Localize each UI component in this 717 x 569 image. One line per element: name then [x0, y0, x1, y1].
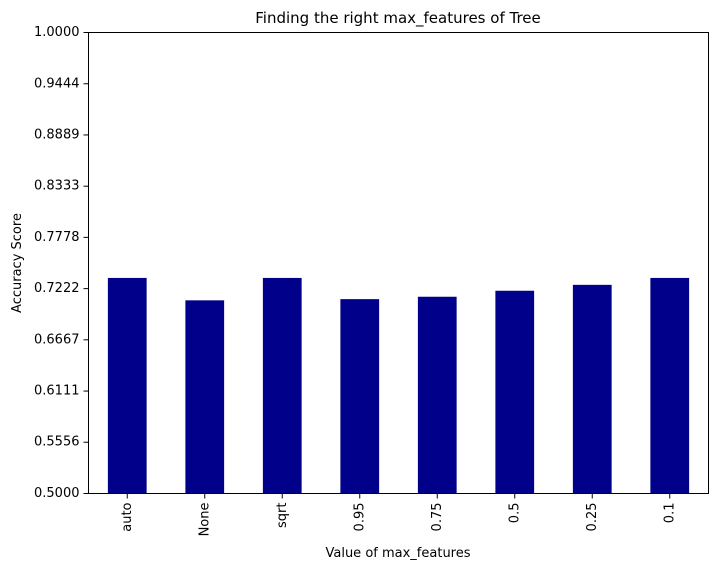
x-tick-label: 0.95 — [352, 503, 367, 532]
chart-title: Finding the right max_features of Tree — [255, 9, 541, 28]
x-tick-label: auto — [120, 502, 135, 531]
x-tick-label: 0.5 — [507, 503, 522, 524]
y-axis-title: Accuracy Score — [10, 213, 25, 313]
y-tick-label: 0.7778 — [34, 230, 80, 245]
bar-0.1 — [650, 277, 690, 494]
y-tick-label: 0.9444 — [34, 76, 80, 91]
y-tick-label: 0.7222 — [34, 281, 80, 296]
plot-frame — [88, 32, 709, 494]
y-tick-label: 0.6111 — [34, 384, 80, 399]
bar-auto — [107, 277, 147, 494]
x-tick-label: 0.25 — [585, 503, 600, 532]
y-tick-label: 0.8889 — [34, 127, 80, 142]
x-axis-title: Value of max_features — [325, 546, 470, 561]
y-tick-label: 0.8333 — [34, 179, 80, 194]
x-tick-label: sqrt — [275, 503, 290, 528]
x-tick-label: None — [197, 503, 212, 537]
x-tick-label: 0.1 — [662, 503, 677, 524]
bar-sqrt — [262, 277, 302, 494]
y-axis-ticks: 0.5000 0.5556 0.6111 0.6667 0.7222 0.7778 0.83… — [34, 25, 89, 501]
bar-0.75 — [417, 296, 457, 494]
y-tick-label: 1.0000 — [34, 25, 80, 40]
bar-0.95 — [340, 299, 380, 494]
bar-0.25 — [572, 284, 612, 494]
x-tick-label: 0.75 — [430, 503, 445, 532]
y-tick-label: 0.6667 — [34, 332, 80, 347]
x-axis-ticks: auto None sqrt 0.95 0.75 0.5 0.25 0.1 — [120, 493, 677, 537]
bars-layer — [107, 277, 690, 494]
bar-None — [185, 300, 225, 494]
y-tick-label: 0.5556 — [34, 435, 80, 450]
y-tick-label: 0.5000 — [34, 486, 80, 501]
bar-0.5 — [495, 290, 535, 494]
